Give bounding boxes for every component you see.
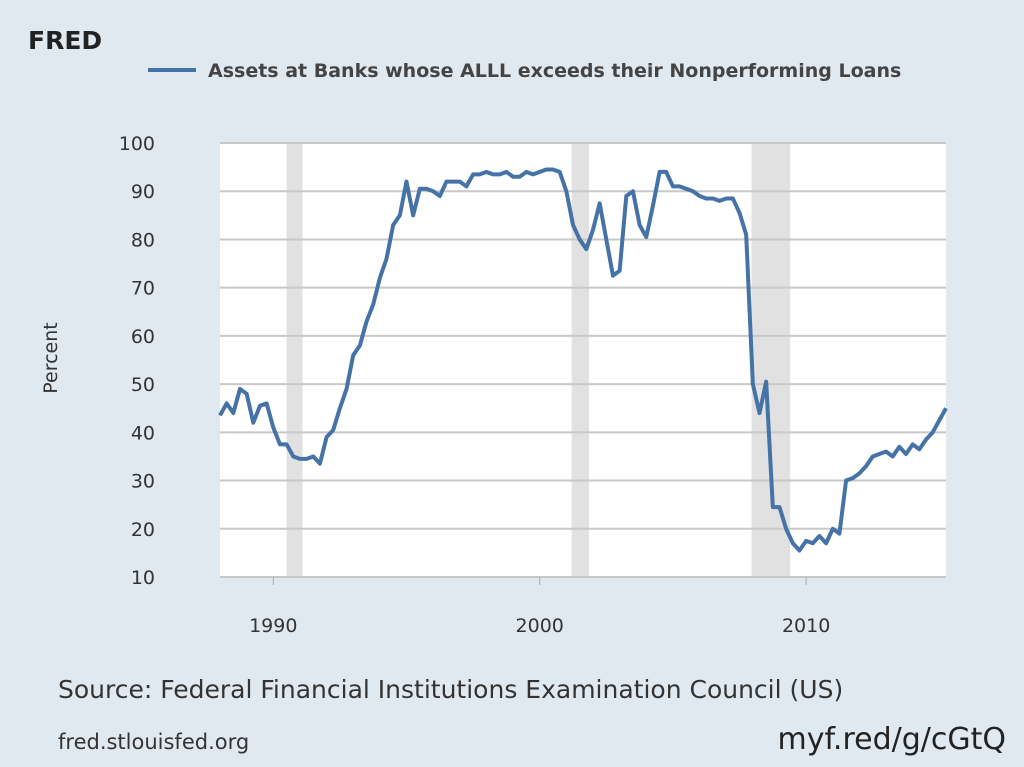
recession-band: [571, 143, 589, 577]
logo: FRED: [28, 26, 102, 55]
y-tick-label: 80: [131, 229, 155, 251]
y-tick-label: 50: [131, 374, 155, 396]
y-tick-label: 70: [131, 278, 155, 300]
y-axis-label: Percent: [40, 322, 62, 394]
y-tick-label: 60: [131, 326, 155, 348]
source: Source: Federal Financial Institutions E…: [58, 675, 844, 704]
shortlink: myf.red/g/cGtQ: [777, 722, 1006, 757]
x-tick-label: 2010: [782, 615, 830, 637]
data-line: [218, 167, 948, 553]
y-tick-label: 30: [131, 471, 155, 493]
recession-band: [751, 143, 791, 577]
x-tick-label: 2000: [516, 615, 564, 637]
x-tick-label: 1990: [249, 615, 297, 637]
y-tick-label: 90: [131, 181, 155, 203]
y-tick-label: 40: [131, 422, 155, 444]
y-tick-label: 20: [131, 519, 155, 541]
y-tick-label: 10: [131, 567, 155, 589]
y-tick-label: 100: [119, 133, 155, 155]
site: fred.stlouisfed.org: [58, 730, 250, 754]
legend-label: Assets at Banks whose ALLL exceeds their…: [208, 60, 901, 82]
recession-band: [286, 143, 303, 577]
